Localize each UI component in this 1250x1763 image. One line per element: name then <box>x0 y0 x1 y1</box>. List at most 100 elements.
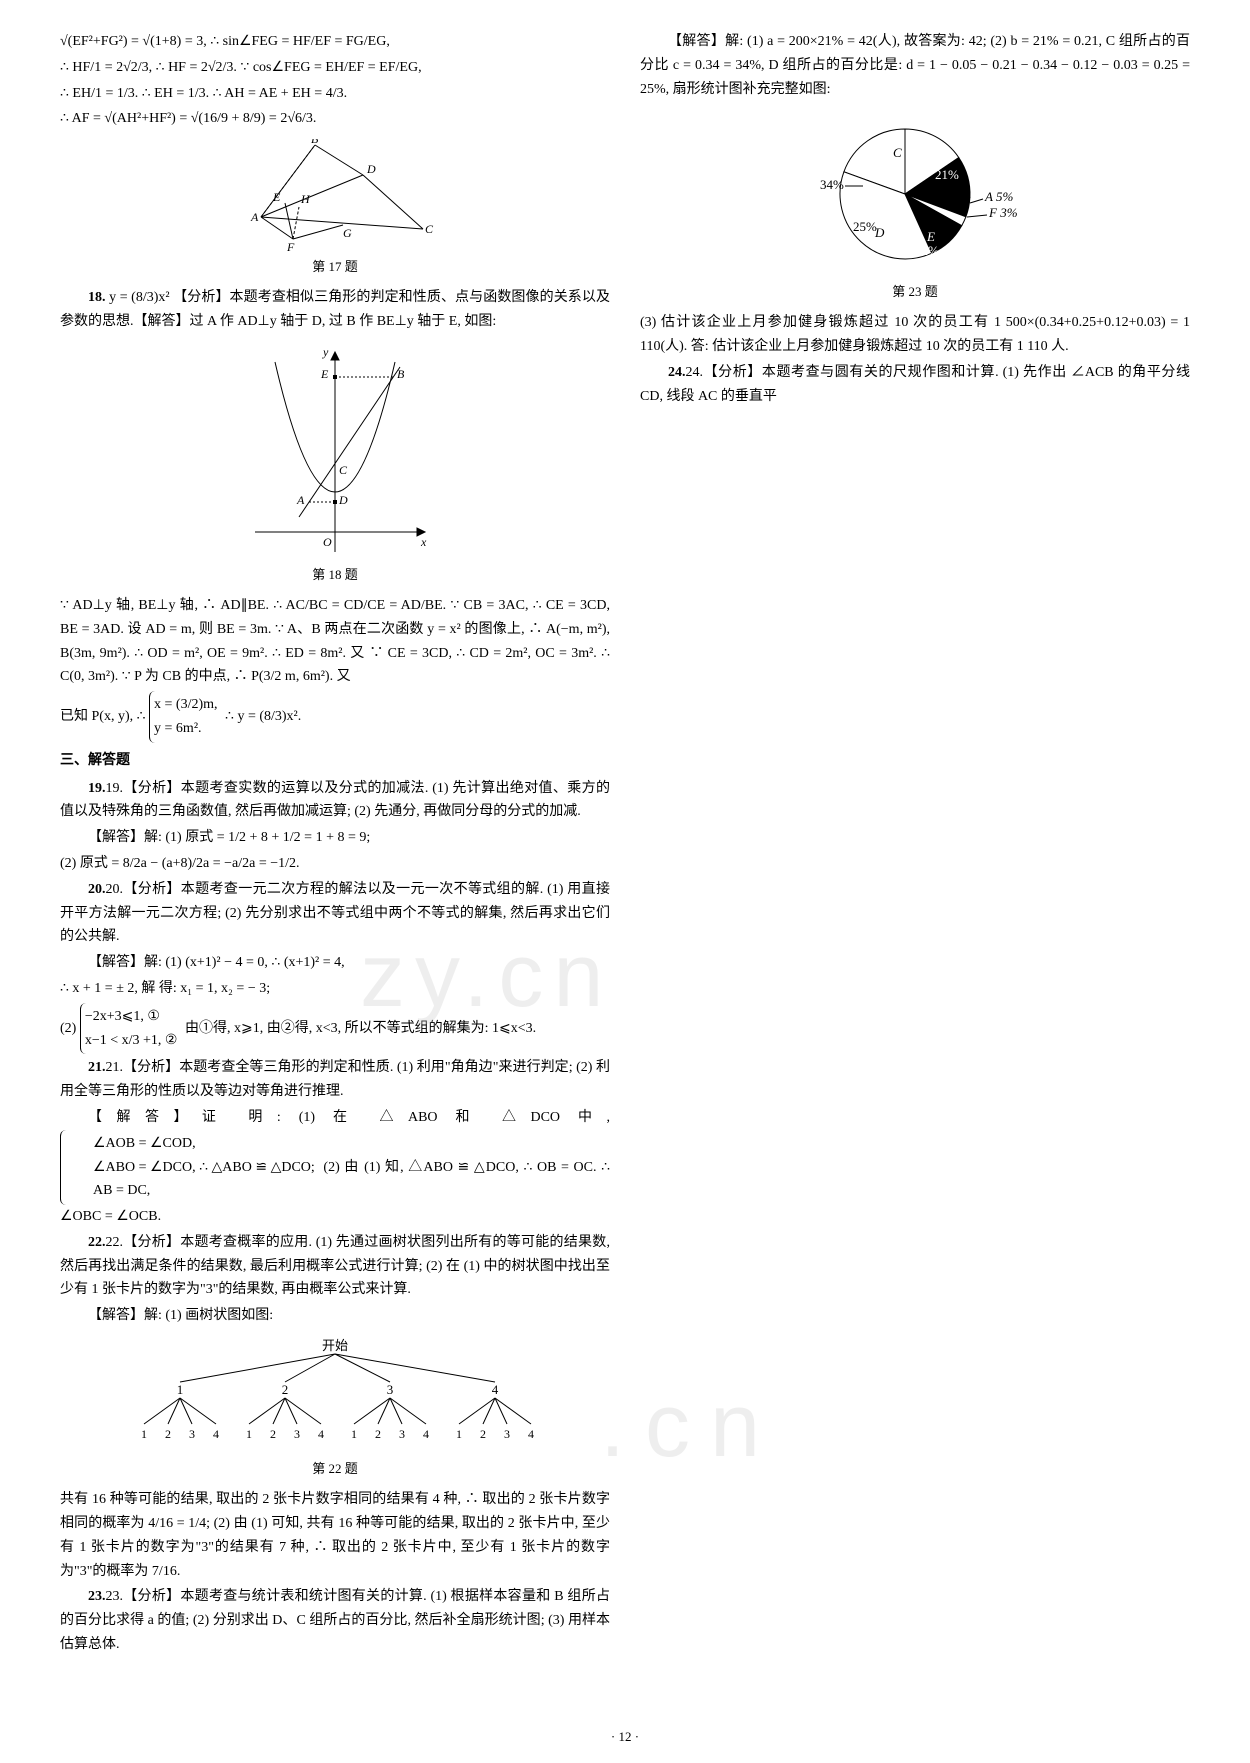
svg-text:3: 3 <box>189 1427 195 1441</box>
svg-text:1: 1 <box>351 1427 357 1441</box>
page-number: · 12 · <box>0 1720 1250 1762</box>
solution-text: (3) 估计该企业上月参加健身锻炼超过 10 次的员工有 1 500×(0.34… <box>640 311 1190 359</box>
problem-20: 20.20.【分析】本题考查一元二次方程的解法以及一元一次不等式组的解. (1)… <box>60 878 610 949</box>
svg-text:2: 2 <box>480 1427 486 1441</box>
equation: y = (8/3)x² <box>109 290 170 305</box>
figure-17: A B C D E F G H 第 17 题 <box>60 139 610 278</box>
svg-text:4: 4 <box>213 1427 219 1441</box>
page-content: √(EF²+FG²) = √(1+8) = 3, ∴ sin∠FEG = HF/… <box>0 0 1250 1720</box>
svg-text:3: 3 <box>504 1427 510 1441</box>
text: (2) <box>60 1021 80 1036</box>
svg-text:2: 2 <box>375 1427 381 1441</box>
analysis-text: 23.【分析】本题考查与统计表和统计图有关的计算. (1) 根据样本容量和 B … <box>60 1589 610 1652</box>
svg-text:12%: 12% <box>915 243 939 258</box>
analysis-text: 24.【分析】本题考查与圆有关的尺规作图和计算. (1) 先作出 ∠ACB 的角… <box>640 365 1190 404</box>
svg-text:1: 1 <box>177 1382 184 1397</box>
solution-text: (2) −2x+3⩽1, ① x−1 < x/3 +1, ② 由①得, x⩾1,… <box>60 1003 610 1055</box>
svg-text:A: A <box>296 493 305 507</box>
svg-text:3: 3 <box>399 1427 405 1441</box>
svg-text:C: C <box>339 463 348 477</box>
svg-text:2: 2 <box>165 1427 171 1441</box>
math-line: ∴ AF = √(AH²+HF²) = √(16/9 + 8/9) = 2√6/… <box>60 107 610 131</box>
equation-system: x = (3/2)m, y = 6m². <box>149 691 222 743</box>
svg-text:E: E <box>320 367 329 381</box>
solution-text: 【解答】解: (1) (x+1)² − 4 = 0, ∴ (x+1)² = 4, <box>60 951 610 975</box>
figure-caption: 第 22 题 <box>60 1458 610 1480</box>
problem-23: 23.23.【分析】本题考查与统计表和统计图有关的计算. (1) 根据样本容量和… <box>60 1585 610 1656</box>
analysis-text: 21.【分析】本题考查全等三角形的判定和性质. (1) 利用"角角边"来进行判定… <box>60 1060 610 1099</box>
problem-24: 24.24.【分析】本题考查与圆有关的尺规作图和计算. (1) 先作出 ∠ACB… <box>640 361 1190 409</box>
problem-number: 18. <box>88 290 109 305</box>
svg-text:4: 4 <box>423 1427 429 1441</box>
svg-text:4: 4 <box>528 1427 534 1441</box>
solution-text: ∴ x + 1 = ± 2, 解 得: x₁ = 1, x₂ = − 3; <box>60 977 610 1001</box>
problem-18: 18. y = (8/3)x² 【分析】本题考查相似三角形的判定和性质、点与函数… <box>60 286 610 334</box>
figure-caption: 第 18 题 <box>60 564 610 586</box>
svg-text:2: 2 <box>270 1427 276 1441</box>
svg-text:4: 4 <box>318 1427 324 1441</box>
svg-text:x: x <box>420 535 427 549</box>
math-line: √(EF²+FG²) = √(1+8) = 3, ∴ sin∠FEG = HF/… <box>60 30 610 54</box>
analysis-text: 19.【分析】本题考查实数的运算以及分式的加减法. (1) 先计算出绝对值、乘方… <box>60 781 610 820</box>
solution-text: ∵ AD⊥y 轴, BE⊥y 轴, ∴ AD∥BE. ∴ AC/BC = CD/… <box>60 594 610 689</box>
svg-text:A 5%: A 5% <box>984 189 1013 204</box>
text: 由①得, x⩾1, 由②得, x<3, 所以不等式组的解集为: 1⩽x<3. <box>185 1021 536 1036</box>
text: 【解答】证 明: (1) 在 △ABO 和 △DCO 中, <box>88 1110 610 1125</box>
solution-text: 【解答】解: (1) 原式 = 1/2 + 8 + 1/2 = 1 + 8 = … <box>60 826 610 850</box>
figure-18: O x y A D C B E 第 18 题 <box>60 342 610 586</box>
text: 已知 P(x, y), ∴ <box>60 709 149 724</box>
svg-text:D: D <box>366 162 376 176</box>
svg-text:34%: 34% <box>820 177 844 192</box>
problem-19: 19.19.【分析】本题考查实数的运算以及分式的加减法. (1) 先计算出绝对值… <box>60 777 610 825</box>
svg-text:B: B <box>311 139 319 146</box>
pie-chart: C B 21% 34% A 5% F 3% E 12% D 25% 第 23 题 <box>640 109 1190 303</box>
pie-chart-svg: C B 21% 34% A 5% F 3% E 12% D 25% <box>775 109 1055 279</box>
solution-text: (2) 原式 = 8/2a − (a+8)/2a = −a/2a = −1/2. <box>60 852 610 876</box>
analysis-text: 22.【分析】本题考查概率的应用. (1) 先通过画树状图列出所有的等可能的结果… <box>60 1235 610 1298</box>
svg-text:C: C <box>893 145 902 160</box>
problem-22: 22.22.【分析】本题考查概率的应用. (1) 先通过画树状图列出所有的等可能… <box>60 1231 610 1302</box>
figure-caption: 第 17 题 <box>60 256 610 278</box>
problem-21: 21.21.【分析】本题考查全等三角形的判定和性质. (1) 利用"角角边"来进… <box>60 1056 610 1104</box>
svg-text:F: F <box>286 240 295 254</box>
figure-caption: 第 23 题 <box>640 281 1190 303</box>
solution-text: 共有 16 种等可能的结果, 取出的 2 张卡片数字相同的结果有 4 种, ∴ … <box>60 1488 610 1583</box>
svg-text:1: 1 <box>456 1427 462 1441</box>
solution-text: 【解答】解: (1) a = 200×21% = 42(人), 故答案为: 42… <box>640 30 1190 101</box>
svg-text:3: 3 <box>387 1382 394 1397</box>
parabola-diagram: O x y A D C B E <box>235 342 435 562</box>
svg-text:B: B <box>397 367 405 381</box>
svg-text:E: E <box>272 190 281 204</box>
svg-text:21%: 21% <box>935 167 959 182</box>
svg-text:E: E <box>926 229 935 244</box>
inequality-system: −2x+3⩽1, ① x−1 < x/3 +1, ② <box>80 1003 182 1055</box>
svg-text:4: 4 <box>492 1382 499 1397</box>
svg-text:开始: 开始 <box>322 1338 348 1353</box>
svg-text:G: G <box>343 226 352 240</box>
svg-text:25%: 25% <box>853 219 877 234</box>
svg-text:1: 1 <box>141 1427 147 1441</box>
svg-text:2: 2 <box>282 1382 289 1397</box>
svg-text:O: O <box>323 535 332 549</box>
svg-text:H: H <box>300 192 311 206</box>
math-line: ∴ EH/1 = 1/3. ∴ EH = 1/3. ∴ AH = AE + EH… <box>60 82 610 106</box>
solution-text: 已知 P(x, y), ∴ x = (3/2)m, y = 6m². ∴ y =… <box>60 691 610 743</box>
equation-system: ∠AOB = ∠COD, ∠ABO = ∠DCO, ∴ △ABO ≌ △DCO;… <box>60 1130 319 1205</box>
svg-text:D: D <box>338 493 348 507</box>
svg-text:C: C <box>425 222 434 236</box>
svg-text:y: y <box>322 345 329 359</box>
svg-text:3: 3 <box>294 1427 300 1441</box>
section-heading: 三、解答题 <box>60 749 610 773</box>
solution-text: 【解答】证 明: (1) 在 △ABO 和 △DCO 中, ∠AOB = ∠CO… <box>60 1106 610 1229</box>
math-line: ∴ HF/1 = 2√2/3, ∴ HF = 2√2/3. ∵ cos∠FEG … <box>60 56 610 80</box>
text: ∴ y = (8/3)x². <box>225 709 301 724</box>
svg-text:F 3%: F 3% <box>988 205 1018 220</box>
solution-text: 【解答】解: (1) 画树状图如图: <box>60 1304 610 1328</box>
analysis-text: 20.【分析】本题考查一元二次方程的解法以及一元一次不等式组的解. (1) 用直… <box>60 882 610 945</box>
probability-tree: 开始 1 2 3 4 1 2 3 4 1 2 3 4 1 2 3 4 1 2 3 4 <box>100 1336 570 1456</box>
geometry-diagram: A B C D E F G H <box>235 139 435 254</box>
tree-diagram: 开始 1 2 3 4 1 2 3 4 1 2 3 4 1 2 3 4 1 2 3 4 第 22 题 <box>60 1336 610 1480</box>
svg-text:B: B <box>943 151 951 166</box>
svg-text:A: A <box>250 210 259 224</box>
svg-text:1: 1 <box>246 1427 252 1441</box>
